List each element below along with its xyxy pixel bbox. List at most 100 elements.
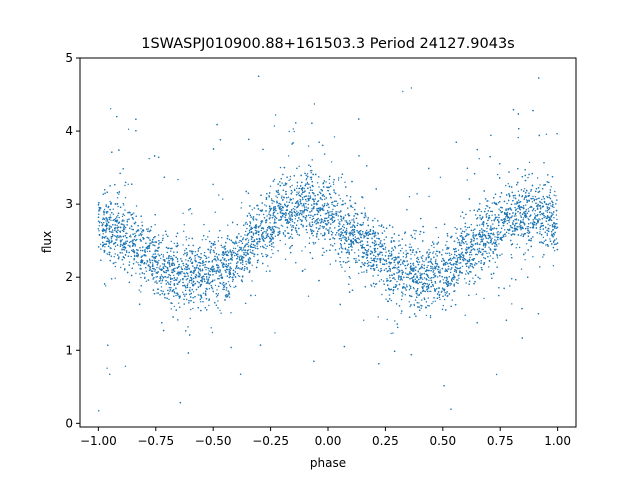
data-point: [105, 235, 107, 238]
data-point: [520, 234, 522, 237]
data-point: [311, 225, 313, 228]
data-point: [165, 266, 167, 268]
data-point: [520, 268, 523, 270]
data-point: [282, 225, 284, 227]
data-point: [466, 179, 468, 181]
data-point: [456, 257, 459, 259]
data-point: [277, 227, 279, 229]
data-point: [514, 218, 516, 221]
data-point: [349, 277, 351, 279]
data-point: [164, 265, 166, 267]
data-point: [117, 214, 119, 217]
data-point: [238, 246, 241, 249]
data-point: [234, 254, 236, 257]
data-point: [427, 297, 429, 299]
data-point: [497, 202, 500, 204]
data-point: [307, 145, 310, 147]
data-point: [162, 254, 165, 256]
data-point: [113, 256, 115, 258]
data-point: [124, 242, 126, 244]
data-point: [475, 214, 477, 216]
data-point: [517, 199, 520, 201]
data-point: [270, 198, 273, 200]
data-point: [244, 267, 246, 270]
data-point: [344, 214, 347, 216]
data-point: [420, 267, 422, 269]
data-point: [249, 221, 251, 223]
data-point: [113, 235, 115, 237]
data-point: [517, 190, 520, 192]
data-point: [252, 236, 254, 239]
data-point: [322, 193, 324, 196]
data-point: [497, 236, 500, 239]
data-point: [157, 262, 159, 265]
data-point: [116, 197, 119, 199]
data-point: [553, 194, 555, 196]
data-point: [158, 259, 160, 262]
data-point: [534, 213, 536, 215]
data-point: [477, 252, 480, 254]
data-point: [344, 238, 346, 240]
data-point: [377, 269, 380, 271]
data-point: [437, 276, 439, 278]
data-point: [141, 233, 143, 236]
data-point: [474, 262, 477, 264]
data-point: [242, 263, 244, 266]
data-point: [365, 234, 368, 236]
data-point: [346, 231, 348, 233]
data-point: [167, 276, 170, 278]
data-point: [116, 224, 118, 227]
data-point: [428, 195, 430, 198]
data-point: [427, 276, 430, 279]
data-point: [354, 236, 356, 238]
data-point: [114, 245, 117, 247]
data-point: [183, 230, 185, 232]
data-point: [159, 241, 161, 244]
data-point: [313, 103, 316, 105]
data-point: [348, 266, 351, 269]
data-point: [511, 303, 513, 305]
data-point: [405, 256, 407, 259]
data-point: [496, 253, 498, 256]
data-point: [419, 278, 422, 280]
data-point: [276, 196, 278, 199]
data-point: [130, 236, 132, 238]
data-point: [508, 229, 510, 232]
data-point: [363, 255, 365, 258]
data-point: [555, 227, 557, 229]
data-point: [409, 262, 412, 265]
data-point: [177, 274, 180, 276]
data-point: [171, 269, 173, 271]
data-point: [421, 290, 423, 292]
data-point: [309, 176, 312, 179]
data-point: [97, 220, 100, 222]
data-point: [178, 302, 180, 304]
data-point: [464, 314, 466, 316]
data-point: [263, 230, 265, 233]
data-point: [525, 199, 528, 201]
data-point: [423, 261, 425, 263]
data-point: [505, 208, 507, 210]
data-point: [249, 223, 252, 225]
data-point: [465, 273, 467, 275]
data-point: [121, 239, 123, 241]
data-point: [348, 220, 351, 222]
data-point: [486, 231, 488, 233]
data-point: [301, 212, 303, 214]
data-point: [298, 165, 300, 168]
data-point: [124, 184, 126, 187]
data-point: [282, 215, 284, 217]
data-point: [240, 235, 242, 238]
data-point: [462, 257, 464, 259]
data-point: [251, 209, 253, 211]
data-point: [297, 211, 299, 214]
data-point: [271, 202, 273, 204]
data-point: [519, 213, 521, 215]
data-point: [228, 291, 230, 293]
data-point: [154, 250, 156, 253]
data-point: [377, 316, 379, 318]
data-point: [354, 233, 356, 236]
data-point: [256, 245, 258, 247]
data-point: [208, 304, 210, 307]
data-point: [157, 234, 160, 236]
